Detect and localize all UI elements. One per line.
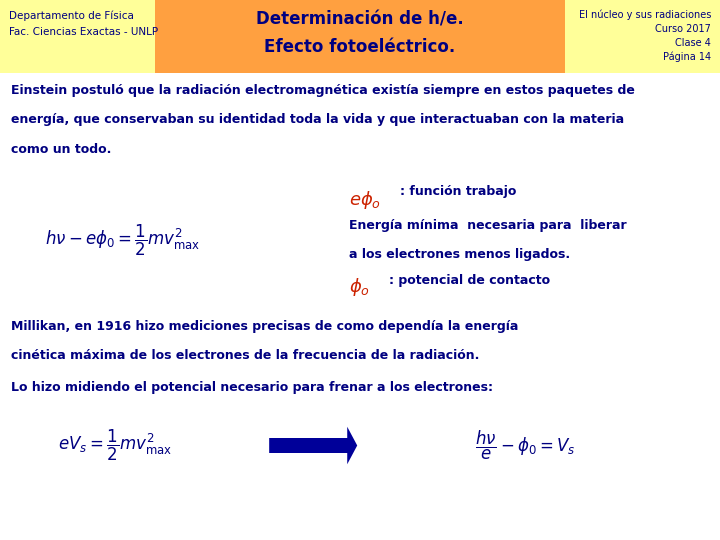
Text: Departamento de Física: Departamento de Física [9, 11, 133, 21]
Text: Fac. Ciencias Exactas - UNLP: Fac. Ciencias Exactas - UNLP [9, 27, 158, 37]
Text: Página 14: Página 14 [663, 52, 711, 62]
Text: $\dfrac{h\nu}{e} - \phi_0 = V_s$: $\dfrac{h\nu}{e} - \phi_0 = V_s$ [475, 429, 576, 462]
Text: $eV_s = \dfrac{1}{2}mv^2_{\mathrm{max}}$: $eV_s = \dfrac{1}{2}mv^2_{\mathrm{max}}$ [58, 428, 172, 463]
Text: Energía mínima  necesaria para  liberar: Energía mínima necesaria para liberar [349, 219, 627, 232]
Text: $h\nu - e\phi_0 = \dfrac{1}{2}mv^2_{\mathrm{max}}$: $h\nu - e\phi_0 = \dfrac{1}{2}mv^2_{\mat… [45, 222, 200, 258]
Bar [155, 0, 565, 73]
Text: Determinación de h/e.: Determinación de h/e. [256, 11, 464, 29]
Text: energía, que conservaban su identidad toda la vida y que interactuaban con la ma: energía, que conservaban su identidad to… [11, 113, 624, 126]
Text: : potencial de contacto: : potencial de contacto [389, 274, 550, 287]
Bar [565, 0, 720, 73]
Text: : función trabajo: : función trabajo [400, 185, 516, 198]
Text: Curso 2017: Curso 2017 [655, 24, 711, 34]
Text: Einstein postuló que la radiación electromagnética existía siempre en estos paqu: Einstein postuló que la radiación electr… [11, 84, 634, 97]
Text: $\phi_o$: $\phi_o$ [349, 276, 370, 299]
Text: $e\phi_o$: $e\phi_o$ [349, 189, 382, 211]
Text: como un todo.: como un todo. [11, 143, 111, 156]
Text: El núcleo y sus radiaciones: El núcleo y sus radiaciones [579, 10, 711, 20]
Text: Millikan, en 1916 hizo mediciones precisas de como dependía la energía: Millikan, en 1916 hizo mediciones precis… [11, 320, 518, 333]
Bar [0, 0, 155, 73]
Text: Efecto fotoeléctrico.: Efecto fotoeléctrico. [264, 38, 456, 56]
Text: Clase 4: Clase 4 [675, 38, 711, 48]
Text: Lo hizo midiendo el potencial necesario para frenar a los electrones:: Lo hizo midiendo el potencial necesario … [11, 381, 492, 394]
Text: cinética máxima de los electrones de la frecuencia de la radiación.: cinética máxima de los electrones de la … [11, 349, 480, 362]
Text: a los electrones menos ligados.: a los electrones menos ligados. [349, 248, 570, 261]
